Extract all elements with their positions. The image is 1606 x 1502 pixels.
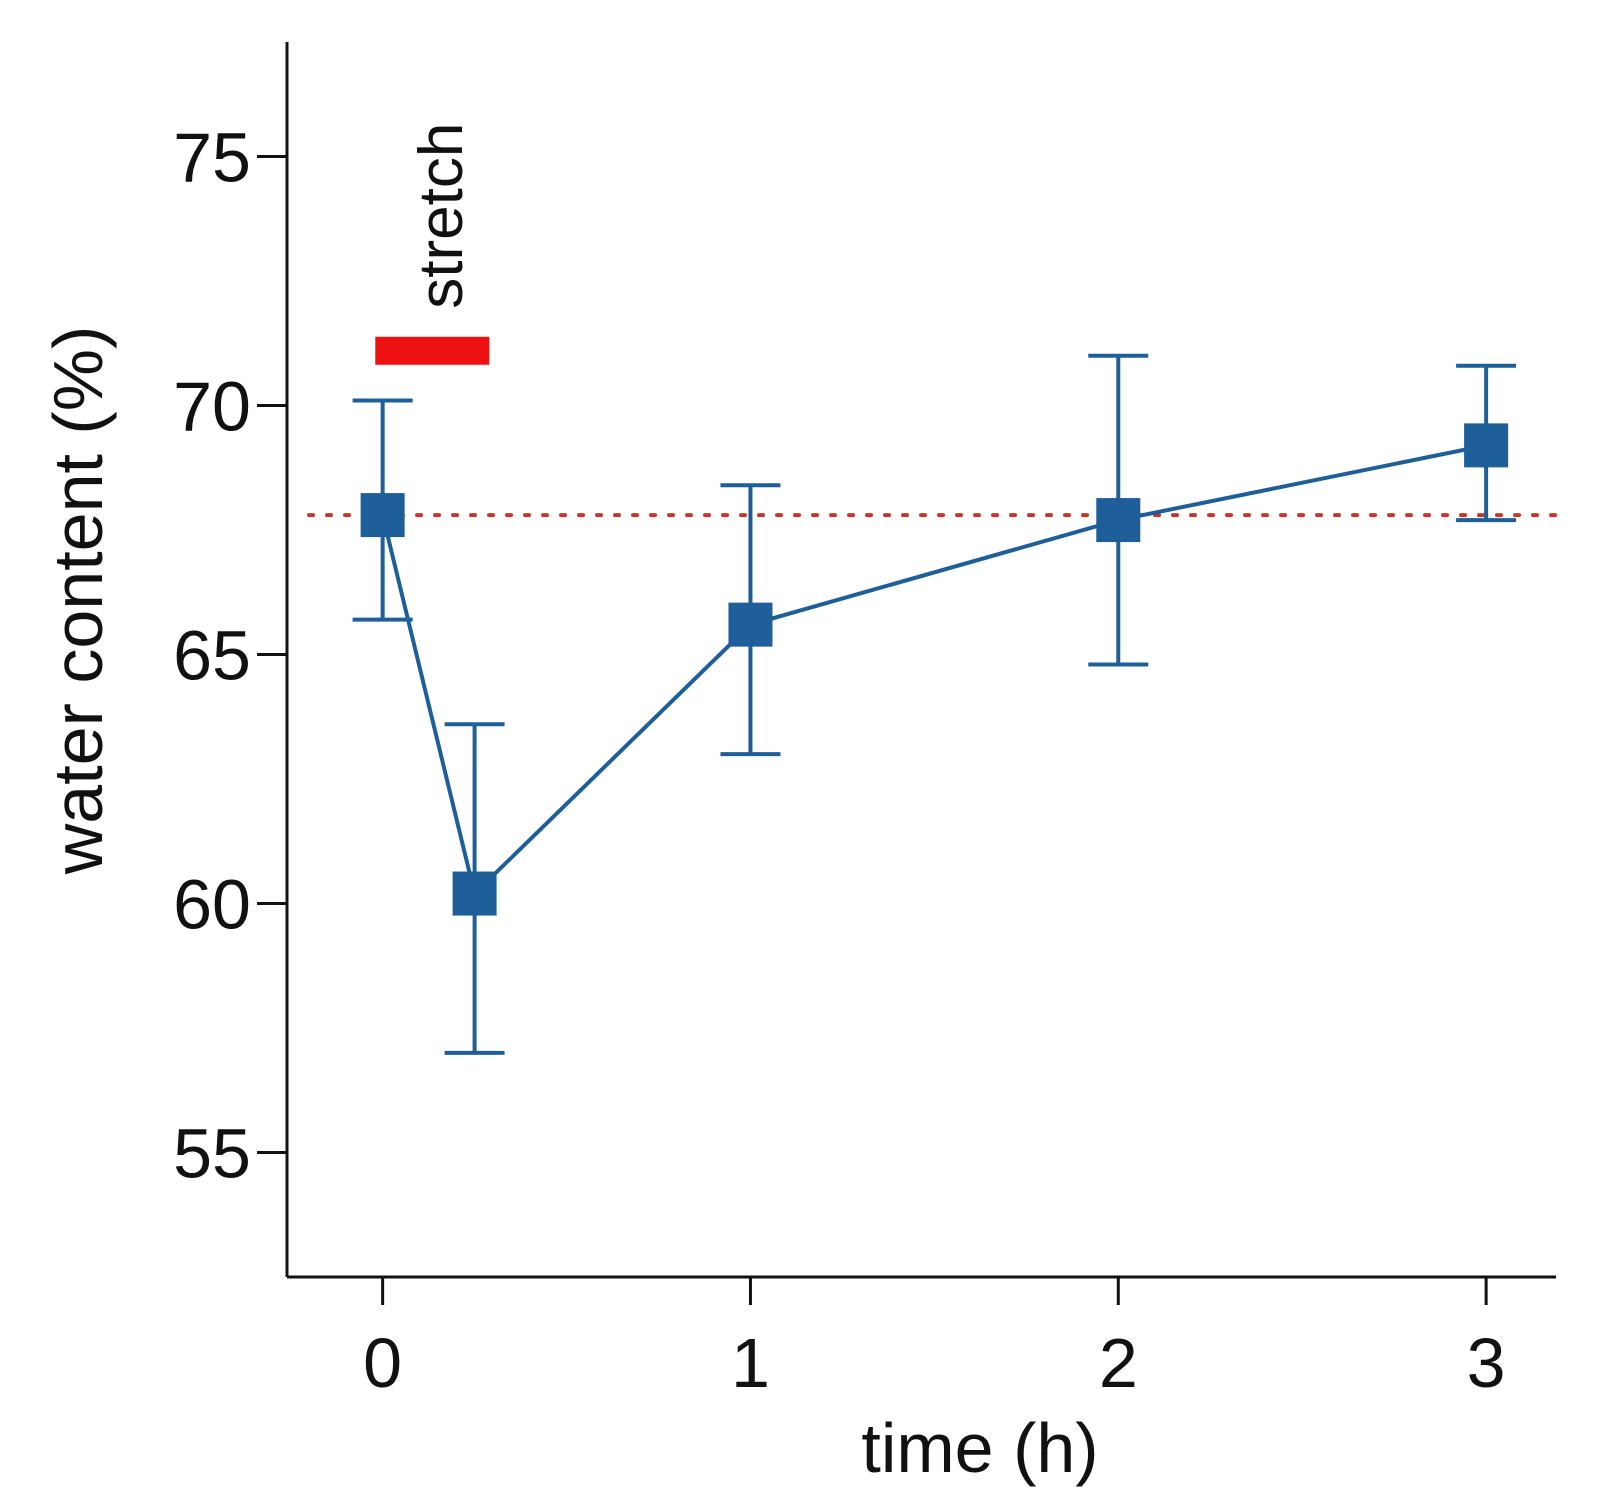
x-tick-label-2: 2	[1099, 1324, 1138, 1402]
y-tick-label-65: 65	[173, 617, 251, 695]
x-axis-title: time (h)	[861, 1409, 1098, 1487]
stretch-bar	[375, 336, 490, 365]
data-point-2	[728, 602, 773, 647]
y-tick-label-70: 70	[173, 368, 251, 446]
y-ticks: 55 60 65 70 75	[173, 119, 287, 1193]
y-tick-label-55: 55	[173, 1115, 251, 1193]
data-point-0	[360, 493, 405, 538]
data-point-3	[1096, 498, 1141, 543]
x-tick-label-1: 1	[731, 1324, 770, 1402]
y-axis-title: water content (%)	[39, 326, 117, 876]
data-point-1	[452, 871, 497, 916]
y-tick-label-75: 75	[173, 119, 251, 197]
y-tick-label-60: 60	[173, 866, 251, 944]
annotation-layer: stretch	[375, 123, 490, 365]
x-tick-label-0: 0	[363, 1324, 402, 1402]
data-point-4	[1464, 423, 1509, 468]
series-layer	[352, 353, 1517, 1055]
axes	[285, 42, 1556, 1279]
x-ticks: 0 1 2 3	[363, 1277, 1506, 1402]
x-tick-label-3: 3	[1467, 1324, 1506, 1402]
series-line-0	[380, 443, 1487, 898]
stretch-label: stretch	[407, 123, 476, 309]
